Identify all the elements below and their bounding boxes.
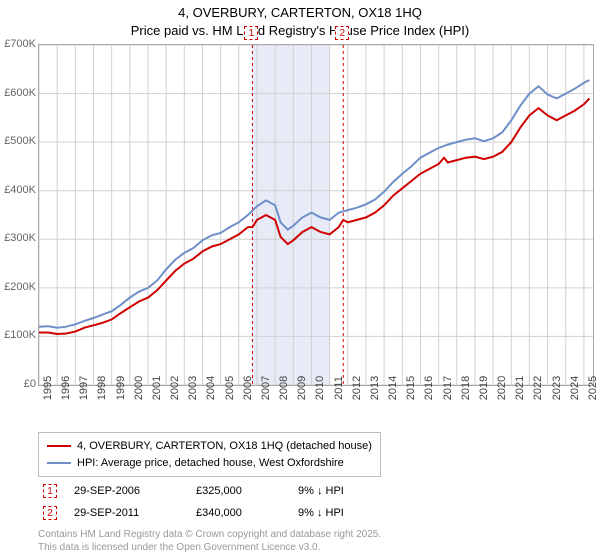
x-tick-label: 2012 (351, 376, 363, 400)
x-tick-label: 1997 (78, 376, 90, 400)
x-tick-label: 2003 (187, 376, 199, 400)
sale-diff-1: 9% ↓ HPI (298, 485, 408, 497)
sale-row-2: 2 29-SEP-2011 £340,000 9% ↓ HPI (38, 502, 408, 524)
y-tick-label: £100K (4, 329, 36, 341)
plot-svg (39, 45, 593, 385)
x-tick-label: 2008 (278, 376, 290, 400)
x-tick-label: 1996 (60, 376, 72, 400)
legend-row-2: HPI: Average price, detached house, West… (47, 455, 372, 472)
sale-date-1: 29-SEP-2006 (74, 485, 184, 497)
x-tick-label: 2019 (478, 376, 490, 400)
y-tick-label: £0 (24, 378, 36, 390)
y-tick-label: £300K (4, 232, 36, 244)
x-tick-label: 2011 (333, 376, 345, 400)
chart-container: 4, OVERBURY, CARTERTON, OX18 1HQ Price p… (0, 0, 600, 560)
legend: 4, OVERBURY, CARTERTON, OX18 1HQ (detach… (38, 432, 381, 477)
y-tick-label: £500K (4, 135, 36, 147)
marker-chip: 1 (244, 26, 258, 40)
x-tick-label: 2004 (205, 376, 217, 400)
x-tick-label: 2010 (314, 376, 326, 400)
x-tick-label: 2014 (387, 376, 399, 400)
x-tick-label: 2001 (151, 376, 163, 400)
x-tick-label: 2018 (460, 376, 472, 400)
x-tick-label: 2016 (423, 376, 435, 400)
x-tick-label: 2020 (496, 376, 508, 400)
y-tick-label: £400K (4, 184, 36, 196)
x-tick-label: 2013 (369, 376, 381, 400)
x-tick-label: 2006 (242, 376, 254, 400)
x-tick-label: 2005 (224, 376, 236, 400)
x-tick-label: 2022 (532, 376, 544, 400)
sale-price-1: £325,000 (196, 485, 286, 497)
y-tick-label: £700K (4, 38, 36, 50)
footer-line-2: This data is licensed under the Open Gov… (38, 541, 381, 554)
x-tick-label: 2009 (296, 376, 308, 400)
sale-price-2: £340,000 (196, 507, 286, 519)
x-tick-label: 2023 (551, 376, 563, 400)
x-tick-label: 2017 (442, 376, 454, 400)
legend-swatch-2 (47, 462, 71, 464)
legend-swatch-1 (47, 445, 71, 447)
marker-chip: 2 (335, 26, 349, 40)
sale-marker-2: 2 (43, 506, 57, 520)
x-tick-label: 1998 (96, 376, 108, 400)
y-tick-label: £600K (4, 87, 36, 99)
title-line-2: Price paid vs. HM Land Registry's House … (0, 22, 600, 40)
plot-area (38, 44, 594, 386)
y-tick-label: £200K (4, 281, 36, 293)
x-tick-label: 1999 (115, 376, 127, 400)
x-tick-label: 2007 (260, 376, 272, 400)
x-tick-label: 2000 (133, 376, 145, 400)
sale-date-2: 29-SEP-2011 (74, 507, 184, 519)
sale-diff-2: 9% ↓ HPI (298, 507, 408, 519)
title-line-1: 4, OVERBURY, CARTERTON, OX18 1HQ (0, 4, 600, 22)
legend-label-2: HPI: Average price, detached house, West… (77, 455, 344, 472)
x-tick-label: 1995 (42, 376, 54, 400)
x-tick-label: 2015 (405, 376, 417, 400)
x-tick-label: 2002 (169, 376, 181, 400)
x-tick-label: 2024 (569, 376, 581, 400)
legend-label-1: 4, OVERBURY, CARTERTON, OX18 1HQ (detach… (77, 438, 372, 455)
footer: Contains HM Land Registry data © Crown c… (38, 528, 381, 554)
x-tick-label: 2021 (514, 376, 526, 400)
x-tick-label: 2025 (587, 376, 599, 400)
chart-title: 4, OVERBURY, CARTERTON, OX18 1HQ Price p… (0, 0, 600, 39)
legend-row-1: 4, OVERBURY, CARTERTON, OX18 1HQ (detach… (47, 438, 372, 455)
sales-table: 1 29-SEP-2006 £325,000 9% ↓ HPI 2 29-SEP… (38, 480, 408, 524)
sale-marker-1: 1 (43, 484, 57, 498)
sale-row-1: 1 29-SEP-2006 £325,000 9% ↓ HPI (38, 480, 408, 502)
footer-line-1: Contains HM Land Registry data © Crown c… (38, 528, 381, 541)
